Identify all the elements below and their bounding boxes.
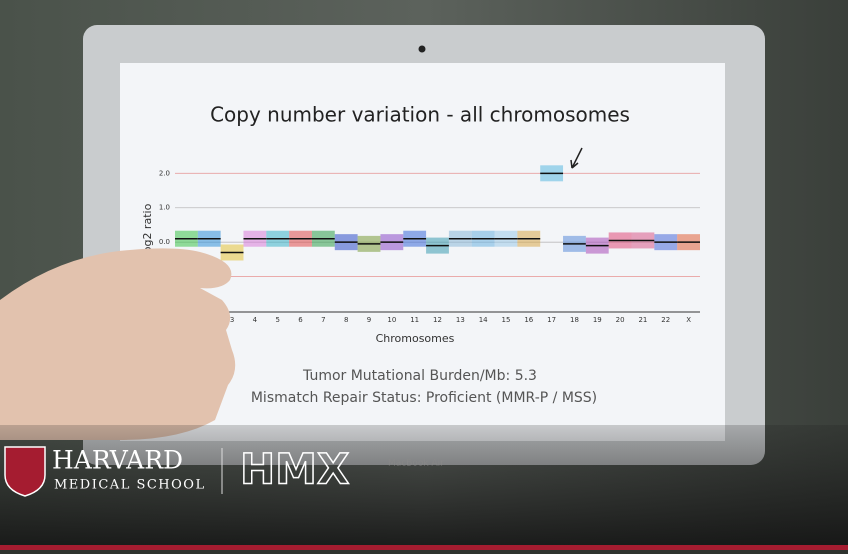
x-tick-label: 18 [570,316,579,324]
overlay [0,425,848,545]
x-tick-label: 10 [387,316,396,324]
hand [0,248,236,440]
shield [4,446,46,497]
brand-school: MEDICAL SCHOOL [54,478,206,493]
bottom-stripe [0,545,848,550]
brand-name: HARVARD [52,446,183,475]
y-tick-label: 1.0 [159,204,170,212]
y-tick-label: 2.0 [159,169,170,177]
x-tick-label: 3 [230,316,234,324]
x-tick-label: 4 [253,316,258,324]
x-tick-label: 19 [593,316,602,324]
annotation: Tumor Mutational Burden/Mb: 5.3 [302,368,537,384]
camera [418,45,426,53]
y-axis-label: log2 ratio [141,203,154,256]
x-tick-label: 8 [344,316,348,324]
x-tick-label: 22 [661,316,670,324]
x-tick-label: 15 [502,316,511,324]
annotation: Mismatch Repair Status: Proficient (MMR-… [251,390,597,406]
x-tick-label: 12 [433,316,442,324]
chart-title: Copy number variation - all chromosomes [210,103,630,127]
chart: Copy number variation - all chromosomes … [141,103,700,406]
x-tick-label: 5 [275,316,279,324]
x-tick-label: 13 [456,316,465,324]
x-tick-label: X [686,316,691,324]
arrow [570,147,583,169]
x-tick-label: 11 [410,316,419,324]
x-tick-label: 21 [638,316,647,324]
x-axis-label: Chromosomes [376,332,455,345]
x-tick-label: 17 [547,316,556,324]
y-tick-label: 0.0 [159,238,170,246]
x-tick-label: 20 [616,316,625,324]
x-tick-label: 7 [321,316,325,324]
x-tick-label: 16 [524,316,533,324]
device-label: MacBook Air [388,459,444,469]
partner-logo: HMX [240,445,349,494]
x-tick-label: 6 [298,316,303,324]
x-tick-label: 14 [479,316,488,324]
x-tick-label: 9 [367,316,371,324]
